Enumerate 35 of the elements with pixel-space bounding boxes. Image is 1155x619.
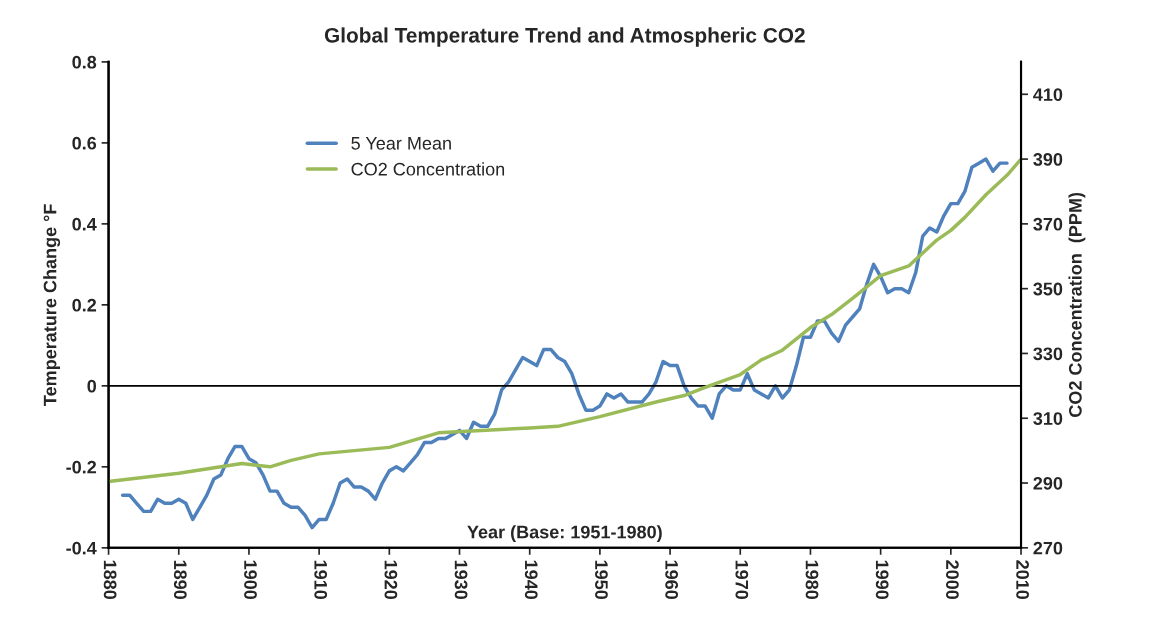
y-tick-label: -0.4 [66, 541, 97, 555]
y-tick-label: 0.8 [72, 55, 97, 69]
y-tick-label: -0.2 [66, 460, 97, 474]
y-tick-label: 0 [87, 379, 97, 393]
y-tick-label: 0.4 [72, 217, 97, 231]
y2-axis-title: CO2 Concentration (PPM) [1068, 192, 1086, 417]
x-tick-label: 1970 [735, 560, 749, 600]
chart-title: Global Temperature Trend and Atmospheric CO2 [324, 27, 805, 47]
y-tick-label: 0.6 [72, 136, 97, 150]
x-tick-label: 2010 [1016, 560, 1029, 600]
x-tick-label: 1930 [454, 560, 468, 600]
x-tick-label: 1950 [595, 560, 608, 600]
legend-label: CO2 Concentration [351, 162, 505, 176]
y2-tick-label: 310 [1033, 412, 1063, 425]
x-tick-label: 1980 [805, 560, 819, 600]
x-tick-label: 1890 [173, 560, 187, 600]
y2-tick-label: 290 [1033, 476, 1063, 490]
x-tick-label: 2000 [945, 560, 959, 600]
y2-tick-label: 410 [1033, 88, 1063, 102]
x-tick-label: 1940 [524, 560, 538, 600]
x-tick-label: 1880 [103, 560, 117, 600]
y2-tick-label: 370 [1033, 217, 1063, 231]
y-axis-title: Temperature Change °F [43, 204, 61, 406]
x-tick-label: 1920 [384, 560, 398, 600]
y2-tick-label: 270 [1033, 541, 1063, 555]
y2-tick-label: 350 [1033, 282, 1063, 296]
y2-tick-label: 330 [1033, 347, 1063, 361]
y-tick-label: 0.2 [72, 298, 97, 312]
x-tick-label: 1960 [665, 560, 679, 600]
y2-tick-label: 390 [1033, 153, 1063, 166]
legend-label: 5 Year Mean [351, 137, 451, 150]
x-tick-label: 1990 [875, 560, 889, 600]
x-tick-label: 1910 [314, 560, 328, 600]
x-axis-title: Year (Base: 1951-1980) [467, 525, 662, 542]
x-tick-label: 1900 [244, 560, 257, 600]
